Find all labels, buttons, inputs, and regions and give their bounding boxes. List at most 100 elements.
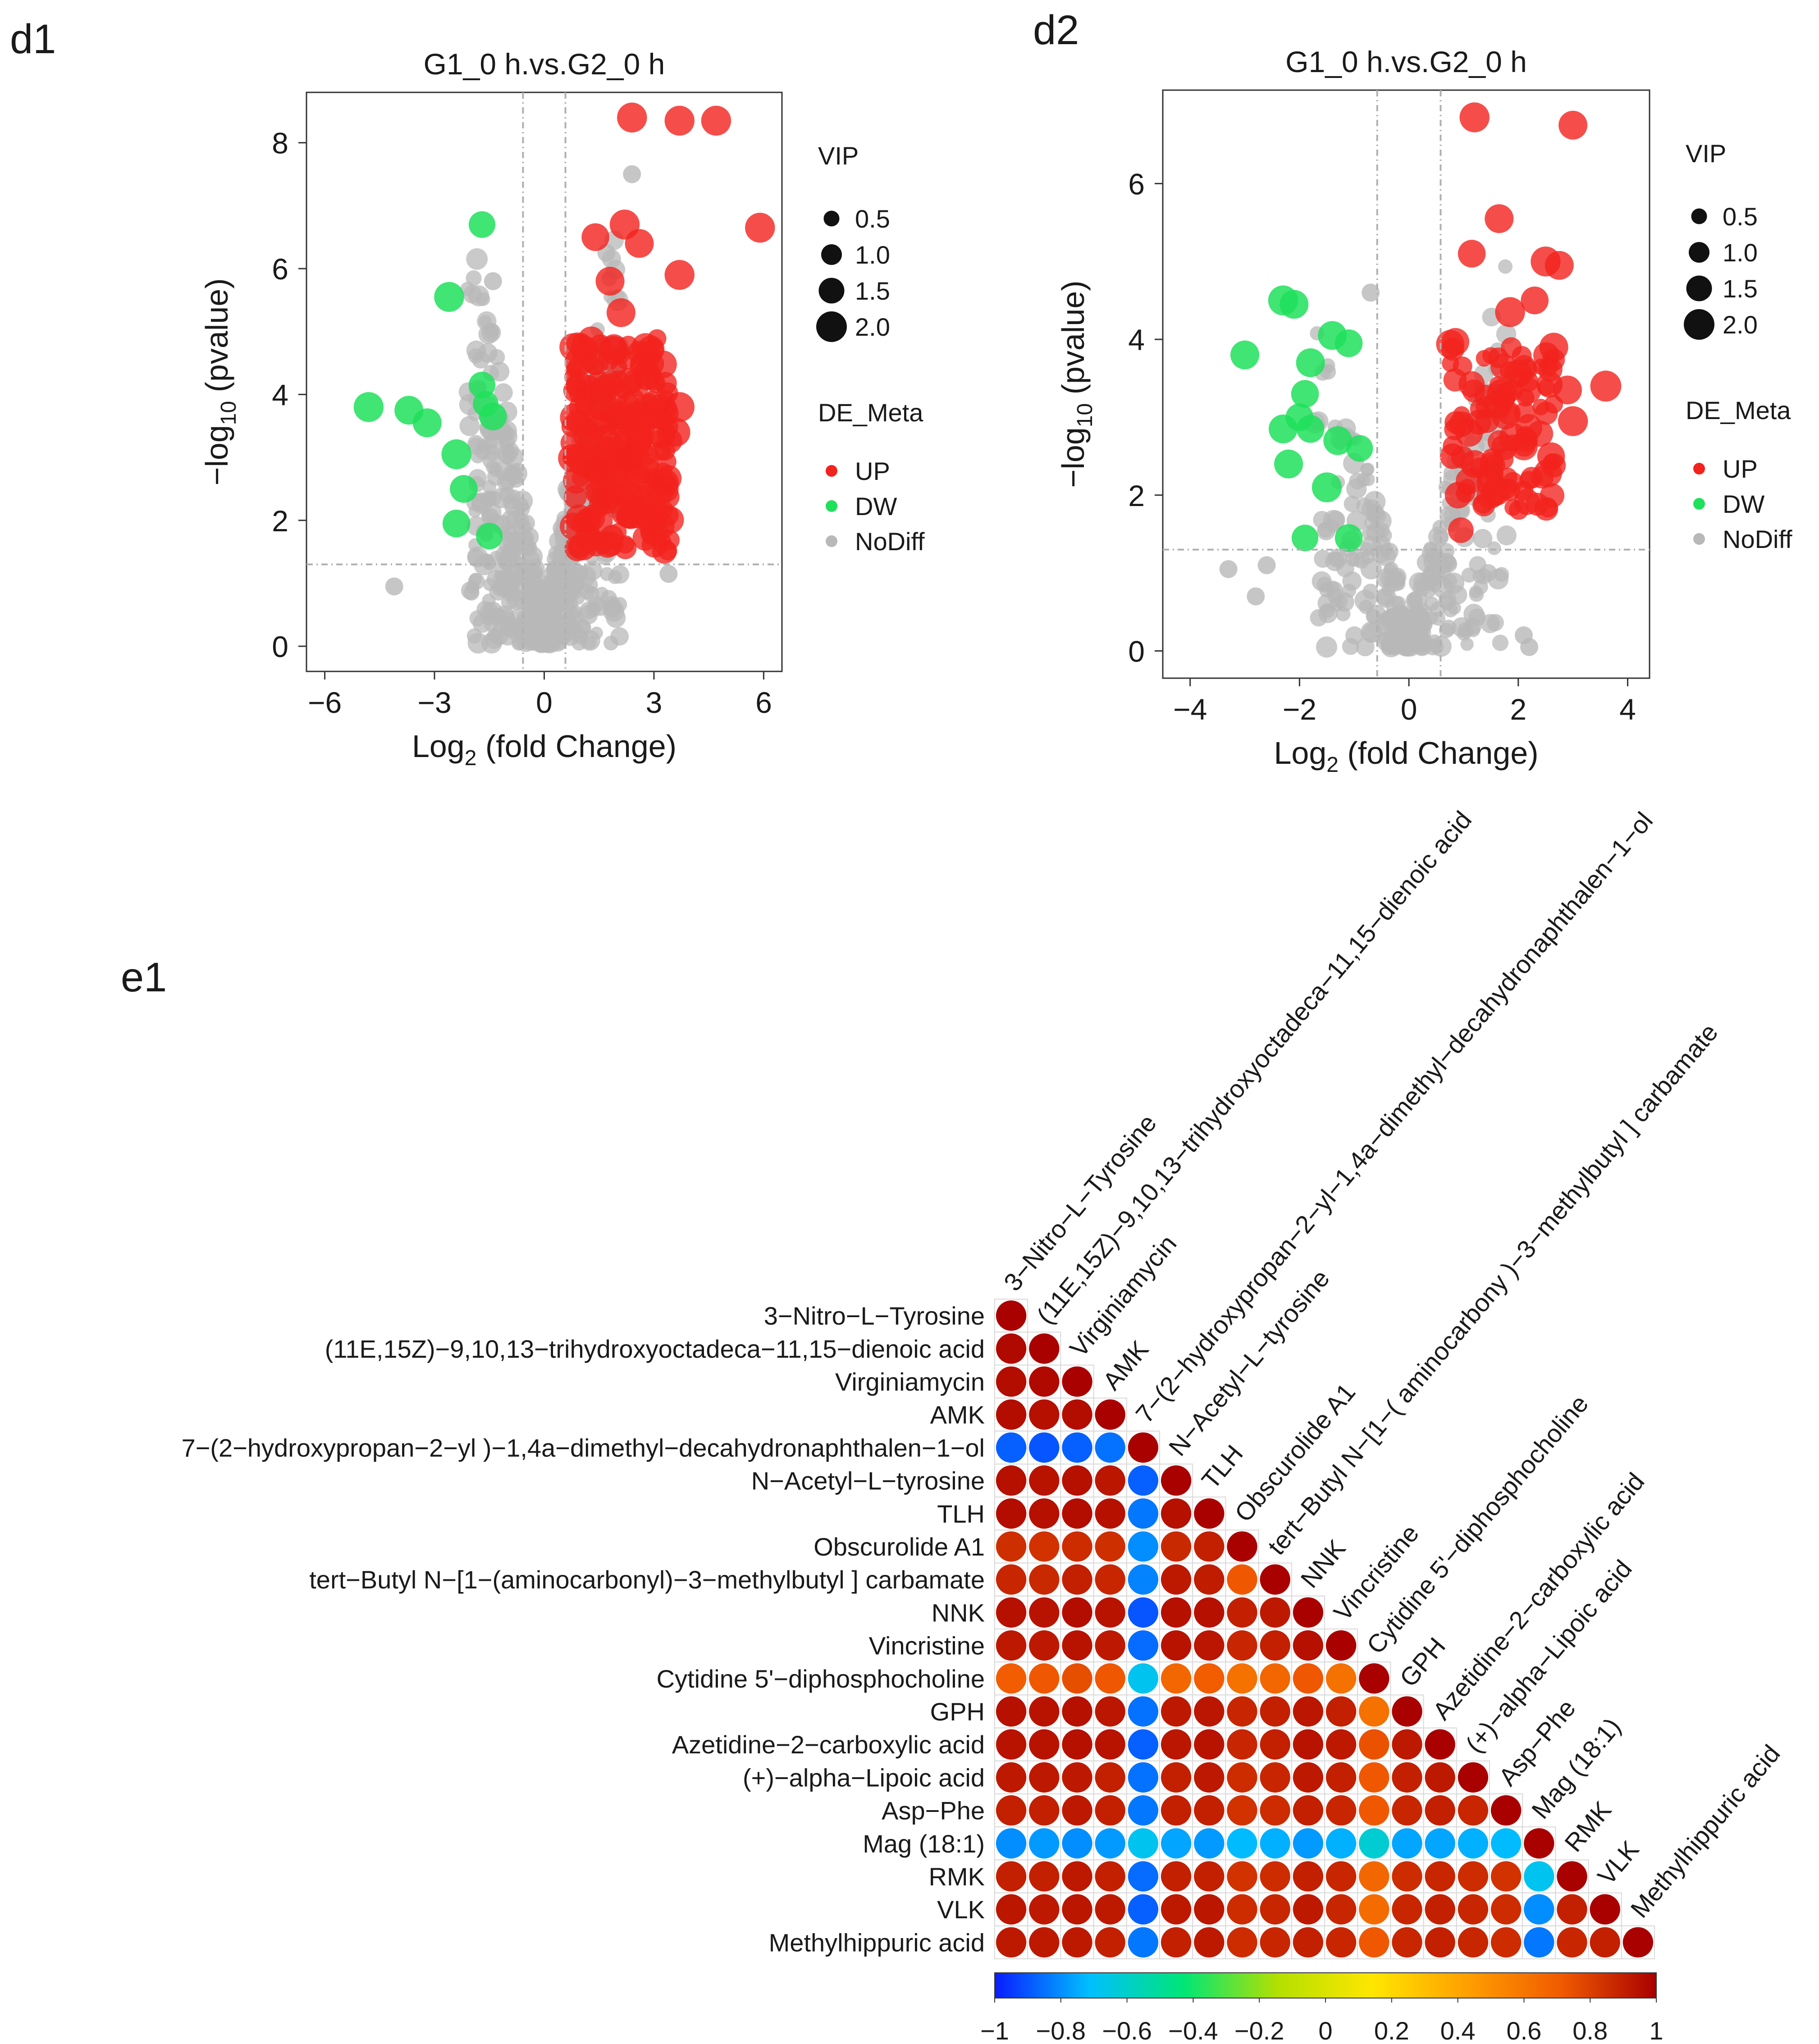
legend-color-label: NoDiff [1723,525,1792,553]
up-point [612,467,633,488]
nodiff-point [574,565,596,587]
legend-size-marker [816,311,847,342]
corr-circle [996,1531,1027,1562]
up-point [581,223,609,251]
corr-circle [1062,1498,1092,1529]
up-point [1476,350,1493,367]
corr-circle [1194,1828,1225,1859]
colorbar-tick-label: 0.8 [1572,2017,1608,2044]
up-point [661,418,690,447]
nodiff-point [1345,626,1364,644]
nodiff-point [498,444,517,464]
corr-circle [1524,1927,1554,1958]
colorbar-tick-label: 0 [1318,2017,1332,2044]
corr-circle [996,1597,1027,1628]
row-label: Virginiamycin [835,1368,985,1396]
corr-circle [1490,1861,1522,1892]
dw-point [468,211,496,238]
nodiff-point [501,510,519,528]
up-point [582,456,609,484]
nodiff-point [543,623,562,641]
legend-size-label: 1.5 [855,277,890,305]
up-point [1515,377,1541,404]
corr-circle [1227,1927,1257,1958]
corr-circle [1227,1564,1257,1595]
corr-circle [1194,1927,1225,1958]
x-tick-label: 3 [646,686,663,719]
corr-circle [1161,1564,1192,1595]
corr-circle [1293,1861,1324,1892]
dw-point [476,523,503,550]
nodiff-point [1481,614,1500,634]
nodiff-point [487,628,501,643]
nodiff-point [600,567,614,581]
y-tick-label: 0 [1128,635,1145,668]
x-tick-label: 0 [1401,693,1417,726]
corr-circle [1227,1597,1257,1628]
corr-circle [1325,1927,1357,1958]
corr-circle [1194,1696,1225,1727]
colorbar-tick-label: −0.2 [1234,2017,1284,2044]
corr-circle [1194,1894,1225,1925]
corr-circle [1524,1861,1554,1892]
corr-circle [996,1729,1027,1760]
nodiff-point [547,551,562,567]
dw-point [1274,449,1303,479]
nodiff-point [466,248,488,270]
corr-circle [1194,1564,1225,1595]
up-point [575,507,601,534]
dw-point [1312,472,1342,502]
corr-circle [1062,1795,1092,1826]
up-point [595,267,625,296]
colorbar [994,1972,1657,1998]
nodiff-point [467,437,485,455]
corr-circle [1095,1795,1125,1826]
corr-circle [1062,1729,1092,1760]
corr-circle [1325,1696,1357,1727]
legend-size-title: VIP [1686,139,1726,168]
corr-circle [1062,1531,1092,1562]
corr-circle [1490,1795,1522,1826]
up-point [1545,251,1574,280]
dw-point [1296,415,1325,443]
nodiff-point [1498,259,1513,274]
up-point [1441,328,1470,356]
corr-circle [1128,1696,1159,1727]
corr-circle [1260,1696,1290,1727]
corr-circle [1425,1828,1455,1859]
nodiff-point [1460,637,1474,651]
corr-circle [1029,1696,1060,1727]
dw-point [1291,525,1319,552]
nodiff-point [600,590,617,607]
x-tick-label: −4 [1173,693,1207,726]
corr-circle [1392,1729,1422,1760]
corr-circle [1161,1927,1192,1958]
row-label: N−Acetyl−L−tyrosine [751,1467,985,1495]
volcano-plot-d2: G1_0 h.vs.G2_0 h −4 −2 0 2 4 0 2 4 6 Log2 (fold Ch… [1056,45,1792,777]
up-point [1442,355,1459,372]
legend-color-label: DW [1723,490,1764,518]
corr-circle [1260,1597,1290,1628]
corr-circle [1161,1597,1192,1628]
up-point [1521,286,1549,315]
corr-circle [996,1630,1027,1661]
corr-circle [996,1399,1027,1430]
dw-point [1346,435,1373,462]
up-point [616,411,640,435]
corr-circle [1095,1861,1125,1892]
panel-label-e1: e1 [121,954,167,1000]
corr-circle [1062,1432,1092,1463]
nodiff-point [1443,465,1460,481]
legend-color-label: UP [1723,455,1758,483]
corr-circle [1490,1894,1522,1925]
corr-circle [1029,1465,1060,1496]
y-tick-label: 2 [1128,479,1145,512]
colorbar-tick-label: −0.6 [1102,2017,1152,2044]
up-point [1458,240,1486,268]
corr-circle [1062,1564,1092,1595]
row-label: (11E,15Z)−9,10,13−trihydroxyoctadeca−11,… [325,1335,985,1363]
y-axis-label: −log10 (pvalue) [1056,280,1097,488]
nodiff-point [1247,587,1265,606]
